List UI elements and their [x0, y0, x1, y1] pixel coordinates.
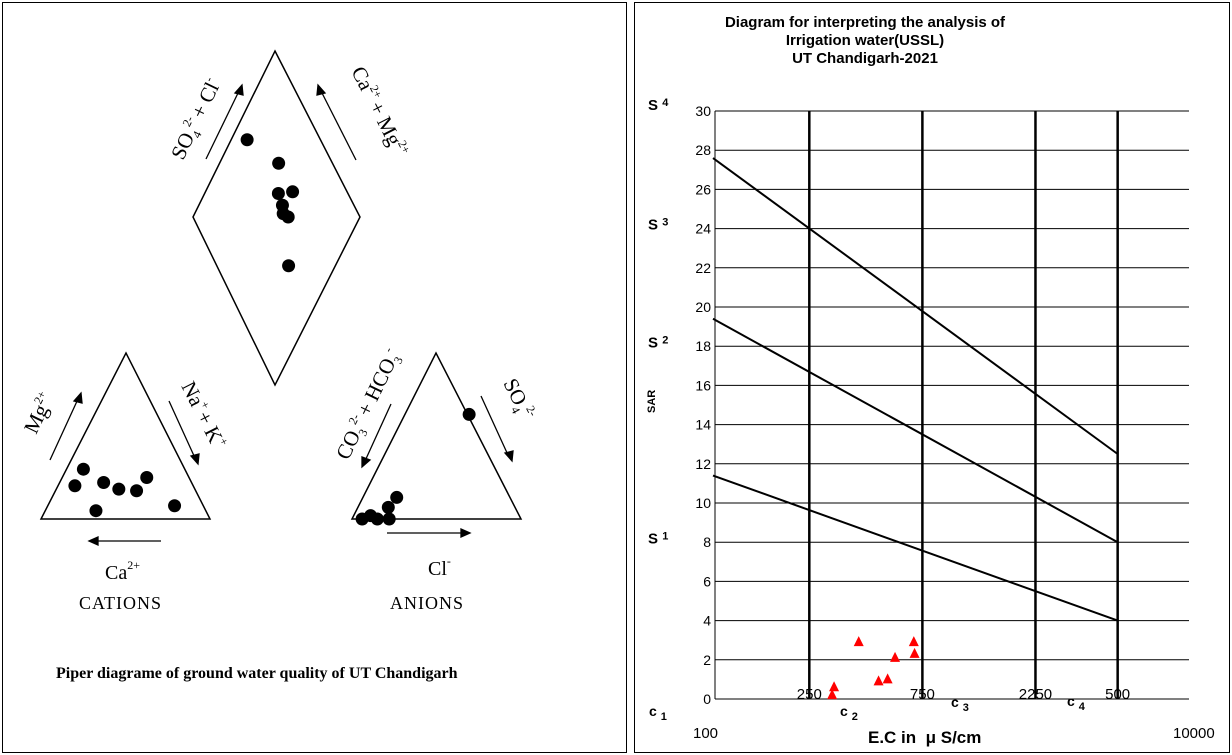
data-point-2 [853, 636, 864, 647]
hazard-lines [712, 157, 1119, 622]
salinity-class-3: c 4 [1067, 693, 1086, 713]
y-tick-11: 22 [695, 260, 711, 276]
salinity-class-1: c 2 [840, 703, 858, 723]
y-tick-9: 18 [695, 338, 711, 354]
y-tick-4: 8 [703, 534, 711, 550]
data-point-0 [827, 689, 838, 700]
cation-point-6 [140, 471, 154, 484]
piper-caption: Piper diagrame of ground water quality o… [56, 665, 458, 682]
diamond-point-1 [272, 156, 286, 170]
cl-base-label: Cl- [428, 554, 451, 580]
y-tick-15: 30 [695, 103, 711, 119]
piper-diagram-panel: Mg2+ Na++ K+ CO32-+ HCO3- SO42- SO42-+ C… [2, 2, 627, 753]
sodium-class-1: S 2 [648, 334, 668, 351]
anion-point-0 [462, 407, 476, 421]
cation-point-4 [112, 482, 126, 496]
y-tick-0: 0 [703, 691, 711, 707]
ca-mg-axis-label: Ca2++ Mg2+ [347, 62, 414, 161]
y-axis-label: SAR [646, 390, 658, 413]
diamond-point-6 [281, 210, 295, 224]
y-tick-1: 2 [703, 652, 711, 668]
cation-point-5 [130, 484, 144, 498]
chart-title-line-2: UT Chandigarh-2021 [792, 50, 938, 67]
chart-grid [714, 110, 1189, 700]
y-tick-5: 10 [695, 495, 711, 511]
data-point-5 [890, 651, 901, 662]
piper-diagram: Mg2+ Na++ K+ CO32-+ HCO3- SO42- SO42-+ C… [18, 49, 540, 682]
data-point-6 [908, 636, 919, 647]
anion-point-2 [381, 500, 395, 514]
y-tick-14: 28 [695, 142, 711, 158]
cation-point-2 [89, 504, 103, 518]
cation-triangle [39, 351, 212, 520]
data-point-7 [909, 647, 920, 658]
y-tick-10: 20 [695, 299, 711, 315]
na-k-axis-label: Na++ K+ [177, 377, 232, 453]
data-point-3 [873, 675, 884, 686]
anion-point-1 [390, 490, 404, 504]
y-tick-8: 16 [695, 377, 711, 393]
sodium-class-0: S 1 [648, 530, 668, 547]
x-tick-max: 10000 [1173, 725, 1215, 742]
mg-axis-label: Mg2+ [18, 388, 59, 437]
cation-point-1 [68, 479, 82, 493]
diamond-point-2 [271, 186, 285, 200]
class-boundaries: 250 750 2250 500 [797, 111, 1130, 703]
ussl-chart: Diagram for interpreting the analysis of… [646, 14, 1215, 747]
y-tick-6: 12 [695, 456, 711, 472]
sodium-class-2: S 3 [648, 217, 668, 234]
cation-point-3 [97, 475, 111, 489]
anion-triangle [350, 351, 523, 520]
data-point-1 [829, 681, 840, 692]
salinity-class-2: c 3 [951, 694, 969, 714]
chart-title-line-1: Irrigation water(USSL) [786, 32, 944, 49]
co3-hco3-axis-label: CO32-+ HCO3- [330, 345, 408, 465]
diamond-point-7 [282, 259, 296, 273]
anions-label: ANIONS [390, 593, 464, 613]
data-points [827, 636, 920, 700]
class-boundary-label-3: 500 [1105, 686, 1130, 703]
so4-cl-axis-label: SO42-+ Cl- [165, 74, 228, 164]
ca-base-label: Ca2+ [105, 558, 140, 584]
x-axis-label: E.C in μ S/cm [868, 728, 981, 747]
cation-point-7 [168, 499, 182, 513]
hazard-line-2 [712, 157, 1119, 455]
class-boundary-label-1: 750 [910, 686, 935, 703]
chart-title: Diagram for interpreting the analysis of… [725, 14, 1006, 67]
axis-arrows [49, 83, 514, 547]
y-tick-2: 4 [703, 613, 711, 629]
y-tick-7: 14 [695, 417, 711, 433]
cation-point-0 [76, 462, 90, 476]
piper-points [68, 133, 476, 526]
diamond-point-4 [286, 185, 300, 199]
piper-diamond [192, 49, 361, 387]
hazard-line-1 [712, 317, 1119, 544]
hazard-line-0 [712, 474, 1118, 622]
y-tick-12: 24 [695, 221, 711, 237]
x-tick-min: 100 [693, 725, 718, 742]
anion-point-4 [382, 512, 396, 526]
class-boundary-label-2: 2250 [1019, 686, 1052, 703]
cations-label: CATIONS [79, 593, 162, 613]
class-labels: S 1 S 2 S 3 S 4 c 1 c 2 c 3 c 4 [648, 97, 1086, 723]
y-tick-3: 6 [703, 573, 711, 589]
salinity-class-0: c 1 [649, 703, 667, 723]
y-tick-13: 26 [695, 181, 711, 197]
class-boundary-label-0: 250 [797, 686, 822, 703]
ussl-diagram-panel: Diagram for interpreting the analysis of… [634, 2, 1230, 753]
so4-axis-label: SO42- [496, 374, 540, 425]
anion-point-6 [364, 509, 378, 523]
data-point-4 [882, 673, 893, 684]
chart-title-line-0: Diagram for interpreting the analysis of [725, 14, 1006, 31]
diamond-point-0 [240, 133, 254, 147]
sodium-class-3: S 4 [648, 97, 669, 114]
